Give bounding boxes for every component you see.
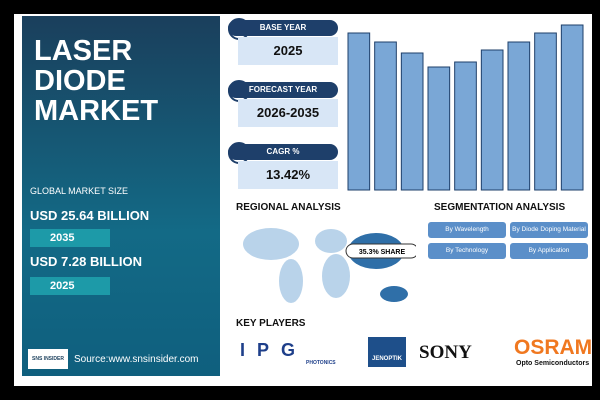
section-title: SEGMENTATION ANALYSIS	[434, 202, 566, 213]
source: Source:www.snsinsider.com	[74, 354, 199, 365]
logo-ipg-sub: PHOTONICS	[306, 360, 336, 366]
market-size-label: GLOBAL MARKET SIZE	[30, 186, 129, 196]
logo-osram-sub: Opto Semiconductors	[516, 360, 590, 367]
bar	[374, 41, 397, 191]
logo-ipg: IPG	[240, 340, 308, 360]
bar	[480, 49, 504, 191]
market-year: 2025	[30, 277, 110, 295]
card-label: BASE YEAR	[228, 20, 338, 36]
bar-chart	[347, 24, 584, 191]
logo-osram: OSRAM	[514, 336, 593, 359]
bar	[400, 52, 424, 191]
bar	[534, 32, 557, 191]
left-panel: LASER DIODE MARKET GLOBAL MARKET SIZE US…	[22, 16, 220, 376]
section-title: REGIONAL ANALYSIS	[236, 202, 341, 213]
market-value: USD 25.64 BILLION	[30, 208, 150, 223]
card-value: 13.42%	[238, 161, 338, 189]
market-year: 2035	[30, 229, 110, 247]
callout: 35.3% SHARE	[359, 249, 406, 256]
logo-jenoptik: JENOPTIK	[368, 337, 406, 367]
card-label: FORECAST YEAR	[228, 82, 338, 98]
market-value: USD 7.28 BILLION	[30, 254, 142, 269]
logo-sony: SONY	[419, 342, 472, 363]
infographic: LASER DIODE MARKET GLOBAL MARKET SIZE US…	[14, 14, 592, 386]
bar	[560, 24, 584, 191]
card-value: 2025	[238, 37, 338, 65]
segment-button: By Diode Doping Material	[510, 222, 588, 238]
bar	[347, 32, 371, 191]
card-value: 2026-2035	[238, 99, 338, 127]
bar	[427, 66, 451, 191]
bar	[507, 41, 531, 191]
title: LASER DIODE MARKET	[34, 35, 159, 127]
world-map: 35.3% SHARE	[243, 228, 416, 303]
segment-button: By Wavelength	[428, 222, 506, 238]
section-title: KEY PLAYERS	[236, 318, 306, 329]
card-label: CAGR %	[228, 144, 338, 160]
bar	[454, 61, 477, 191]
segment-button: By Technology	[428, 243, 506, 259]
logo: SNS INSIDER	[28, 349, 68, 369]
segment-button: By Application	[510, 243, 588, 259]
